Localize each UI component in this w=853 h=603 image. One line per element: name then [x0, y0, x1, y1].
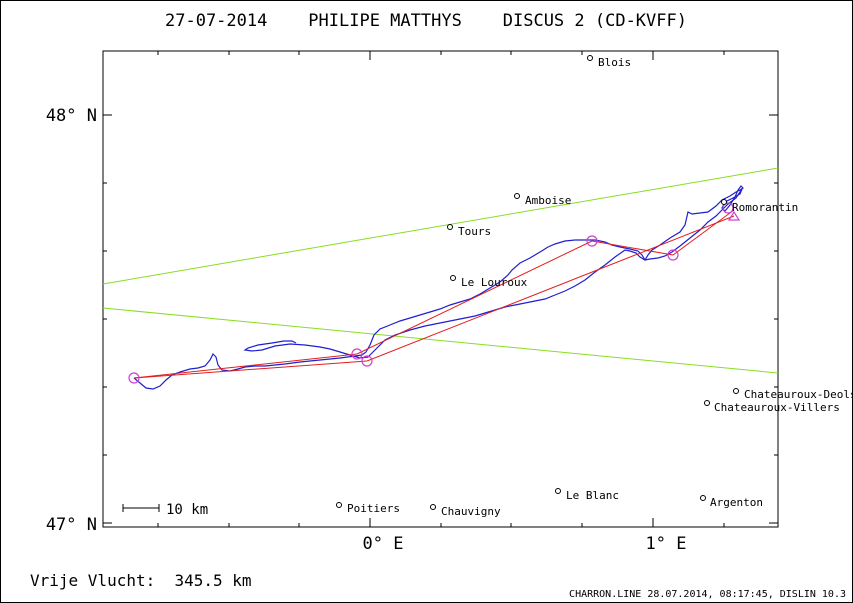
place-marker-tours: [447, 224, 453, 230]
turnpoints: [128, 202, 741, 384]
place-marker-le-louroux: [450, 275, 456, 281]
place-marker-blois: [587, 55, 593, 61]
turnpoint-1: [351, 348, 363, 360]
place-label-poitiers: Poitiers: [347, 502, 400, 515]
task-lines: [133, 209, 735, 379]
place-marker-le-blanc: [555, 488, 561, 494]
turnpoint-3: [586, 235, 598, 247]
flight-track: [133, 185, 744, 390]
turnpoint-start: [128, 372, 140, 384]
place-label-le-blanc: Le Blanc: [566, 489, 619, 502]
place-label-argenton: Argenton: [710, 496, 763, 509]
turnpoint-2: [361, 355, 373, 367]
distance-label: Vrije Vlucht: 345.5 km: [30, 571, 252, 590]
place-marker-amboise: [514, 193, 520, 199]
place-label-romorantin: Romorantin: [732, 201, 798, 214]
place-marker-argenton: [700, 495, 706, 501]
place-label-chateauroux-villers: Chateauroux-Villers: [714, 401, 840, 414]
lat-label-48: 48° N: [46, 106, 97, 126]
lon-label-0: 0° E: [363, 534, 404, 554]
turnpoint-4: [667, 249, 679, 261]
lon-label-1: 1° E: [646, 534, 687, 554]
place-marker-poitiers: [336, 502, 342, 508]
axis-ticks: [103, 51, 778, 527]
place-label-amboise: Amboise: [525, 194, 571, 207]
credit-label: CHARRON.LINE 28.07.2014, 08:17:45, DISLI…: [569, 589, 846, 600]
place-label-blois: Blois: [598, 56, 631, 69]
place-label-tours: Tours: [458, 225, 491, 238]
place-label-chauvigny: Chauvigny: [441, 505, 501, 518]
plot-frame: [102, 50, 779, 528]
place-marker-romorantin: [721, 199, 727, 205]
place-label-le-louroux: Le Louroux: [461, 276, 528, 289]
place-marker-chauvigny: [430, 504, 436, 510]
places: Blois Amboise Tours Le Louroux Romoranti…: [336, 55, 853, 518]
sector-line-lower: [102, 307, 779, 374]
turnpoint-5: [722, 202, 734, 214]
scale-bar: [122, 504, 160, 512]
place-marker-chateauroux-villers: [704, 400, 710, 406]
map-title: 27-07-2014 PHILIPE MATTHYS DISCUS 2 (CD-…: [165, 11, 687, 31]
finish-triangle: [727, 210, 741, 221]
flight-track-return: [243, 188, 743, 359]
scale-bar-label: 10 km: [166, 502, 208, 518]
sector-line-upper: [102, 167, 779, 285]
place-label-chateauroux-deols: Chateauroux-Deols: [744, 388, 853, 401]
lat-label-47: 47° N: [46, 515, 97, 535]
place-marker-chateauroux-deols: [733, 388, 739, 394]
